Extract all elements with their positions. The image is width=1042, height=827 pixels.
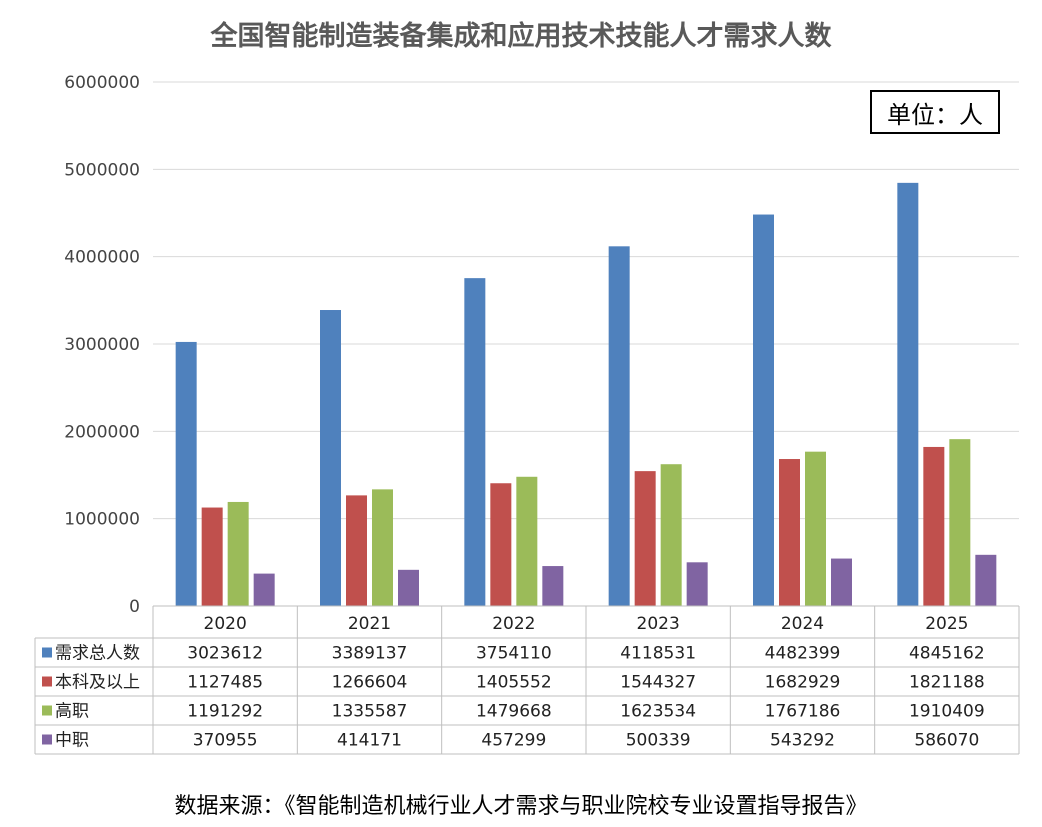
bar xyxy=(516,476,538,606)
data-label: 543292 xyxy=(770,731,835,751)
chart-title: 全国智能制造装备集成和应用技术技能人才需求人数 xyxy=(210,21,832,52)
x-tick-label: 2024 xyxy=(781,614,824,634)
x-tick-label: 2020 xyxy=(204,614,247,634)
data-label: 1544327 xyxy=(620,673,696,693)
legend-label: 高职 xyxy=(55,702,89,722)
y-tick-label: 1000000 xyxy=(64,510,140,530)
legend-label: 需求总人数 xyxy=(55,644,140,664)
x-tick-label: 2023 xyxy=(637,614,680,634)
bar xyxy=(490,483,512,606)
data-source: 数据来源：《智能制造机械行业人才需求与职业院校专业设置指导报告》 xyxy=(174,794,868,819)
data-label: 1405552 xyxy=(476,673,552,693)
data-label: 3023612 xyxy=(187,644,263,664)
bar xyxy=(542,566,564,606)
bar xyxy=(398,569,419,606)
data-label: 1266604 xyxy=(332,673,408,693)
bar xyxy=(346,495,367,606)
legend-key xyxy=(42,676,52,687)
data-label: 457299 xyxy=(481,731,546,751)
bar xyxy=(753,214,774,606)
bar xyxy=(897,182,919,607)
y-tick-label: 0 xyxy=(129,597,140,617)
data-label: 3754110 xyxy=(476,644,552,664)
x-tick-label: 2025 xyxy=(925,614,968,634)
bar xyxy=(660,464,682,606)
legend-label: 本科及以上 xyxy=(55,673,140,693)
legend-label: 中职 xyxy=(55,731,89,751)
data-label: 4845162 xyxy=(909,644,985,664)
data-label: 586070 xyxy=(914,731,979,751)
y-tick-label: 2000000 xyxy=(64,422,140,442)
data-label: 414171 xyxy=(337,731,402,751)
bar xyxy=(608,246,630,607)
data-label: 1910409 xyxy=(909,702,985,722)
bar xyxy=(634,471,656,606)
data-label: 4482399 xyxy=(765,644,841,664)
data-label: 1479668 xyxy=(476,702,552,722)
data-label: 370955 xyxy=(193,731,258,751)
bar xyxy=(923,446,945,606)
y-tick-label: 5000000 xyxy=(64,160,140,180)
legend-key xyxy=(42,705,52,716)
legend-key xyxy=(42,734,52,745)
bar xyxy=(253,573,275,606)
y-tick-label: 4000000 xyxy=(64,248,140,268)
x-tick-label: 2021 xyxy=(348,614,391,634)
data-label: 3389137 xyxy=(332,644,408,664)
y-tick-label: 6000000 xyxy=(64,73,140,93)
bar xyxy=(949,439,971,606)
bar xyxy=(975,554,997,606)
data-label: 4118531 xyxy=(620,644,696,664)
bar xyxy=(831,558,852,606)
data-label: 1821188 xyxy=(909,673,985,693)
bar xyxy=(779,459,800,606)
bar xyxy=(805,451,826,606)
data-label: 1682929 xyxy=(765,673,841,693)
unit-label: 单位：人 xyxy=(870,90,1000,134)
data-label: 1767186 xyxy=(765,702,841,722)
legend-key xyxy=(42,647,52,658)
data-label: 1191292 xyxy=(187,702,263,722)
bar xyxy=(320,310,341,606)
bar xyxy=(464,278,486,606)
bar xyxy=(201,507,223,606)
bar xyxy=(175,341,197,606)
data-label: 1335587 xyxy=(332,702,408,722)
x-tick-label: 2022 xyxy=(492,614,535,634)
data-label: 1623534 xyxy=(620,702,696,722)
bar xyxy=(686,562,708,606)
bar xyxy=(372,489,393,606)
data-label: 500339 xyxy=(626,731,691,751)
bar xyxy=(227,501,249,606)
y-tick-label: 3000000 xyxy=(64,335,140,355)
data-label: 1127485 xyxy=(187,673,263,693)
